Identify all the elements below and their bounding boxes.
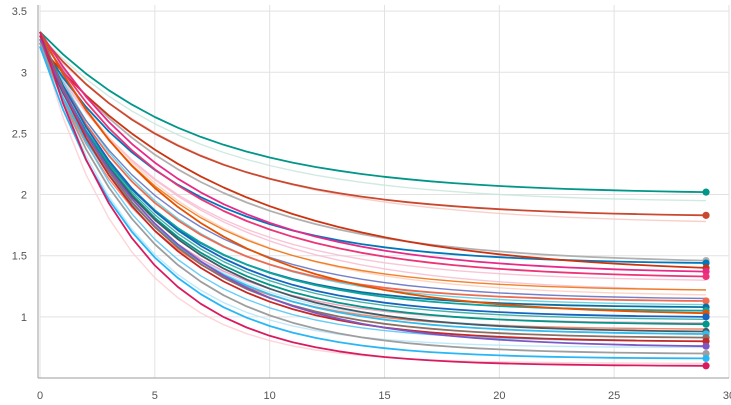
- series-line-33: [39, 42, 707, 300]
- series-line-30: [39, 31, 707, 291]
- series-line-4: [39, 46, 707, 269]
- series-line-5: [39, 31, 707, 273]
- series-end-point-1: [702, 211, 710, 219]
- y-tick-label: 3.5: [12, 6, 27, 18]
- axis-layer: [37, 5, 729, 379]
- series-end-point-12: [702, 320, 710, 328]
- series-layer: [39, 31, 707, 367]
- x-tick-label: 5: [152, 390, 158, 402]
- y-tick-label: 3: [21, 67, 27, 79]
- y-tick-label: 1: [21, 312, 27, 324]
- tick-label-layer: 1 1.5 2 2.5 3 3.5 0 5 10 15 20 25 30: [12, 6, 731, 402]
- x-tick-label: 20: [493, 390, 505, 402]
- series-end-point-20: [702, 362, 710, 370]
- series-line-25: [39, 31, 707, 296]
- y-tick-label: 2: [21, 190, 27, 202]
- y-tick-label: 1.5: [12, 251, 27, 263]
- marker-layer: [702, 188, 710, 370]
- series-line-24: [39, 46, 707, 291]
- series-line-19: [39, 46, 707, 360]
- series-end-point-19: [702, 354, 710, 363]
- series-line-13: [39, 42, 707, 333]
- y-tick-label: 2.5: [12, 128, 27, 140]
- series-line-0: [39, 31, 707, 193]
- series-line-3: [39, 42, 707, 264]
- series-line-32: [39, 38, 707, 320]
- series-line-21: [39, 35, 707, 202]
- series-end-point-11: [702, 313, 710, 321]
- series-line-18: [39, 42, 707, 355]
- series-line-1: [39, 35, 707, 217]
- series-line-15: [39, 31, 707, 339]
- series-line-10: [39, 31, 707, 315]
- x-tick-label: 25: [608, 390, 620, 402]
- series-end-point-0: [702, 188, 710, 196]
- x-tick-label: 15: [378, 390, 390, 402]
- x-tick-label: 10: [264, 390, 276, 402]
- series-line-2: [39, 38, 707, 262]
- series-end-point-7: [702, 297, 710, 305]
- series-line-11: [39, 35, 707, 318]
- series-line-6: [39, 35, 707, 278]
- series-end-point-6: [702, 272, 710, 281]
- series-line-23: [39, 42, 707, 281]
- series-line-17: [39, 38, 707, 348]
- x-tick-label: 30: [723, 390, 731, 402]
- x-tick-label: 0: [37, 390, 43, 402]
- series-line-7: [39, 38, 707, 302]
- series-line-9: [39, 46, 707, 312]
- series-line-12: [39, 38, 707, 326]
- series-line-20: [39, 31, 707, 367]
- series-end-point-17: [702, 342, 710, 350]
